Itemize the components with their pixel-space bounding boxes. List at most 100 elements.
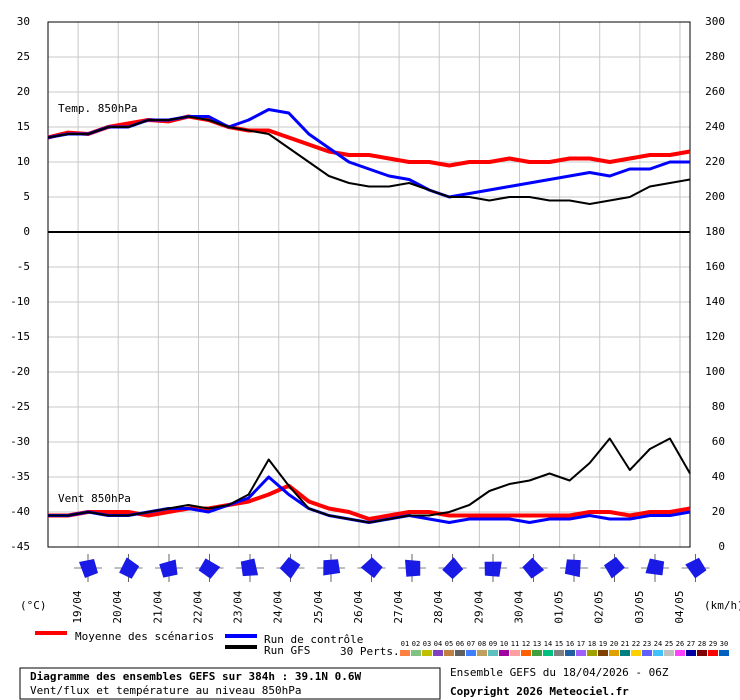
perturbation-swatch bbox=[422, 650, 432, 656]
x-tick-label: 27/04 bbox=[392, 590, 405, 623]
y-tick-label: -5 bbox=[17, 260, 30, 273]
perturbation-label: 24 bbox=[654, 640, 662, 648]
y2-tick-label: 300 bbox=[705, 15, 725, 28]
perturbation-label: 09 bbox=[489, 640, 497, 648]
run-info: Ensemble GEFS du 18/04/2026 - 06Z bbox=[450, 666, 669, 679]
perturbation-label: 03 bbox=[423, 640, 431, 648]
y2-tick-label: 200 bbox=[705, 190, 725, 203]
perturbation-swatch bbox=[598, 650, 608, 656]
perturbation-label: 04 bbox=[434, 640, 442, 648]
perturbation-swatch bbox=[653, 650, 663, 656]
y2-tick-label: 20 bbox=[712, 505, 725, 518]
x-tick-label: 01/05 bbox=[553, 590, 566, 623]
perturbation-label: 07 bbox=[467, 640, 475, 648]
wind-rose bbox=[564, 559, 581, 578]
y2-tick-label: 80 bbox=[712, 400, 725, 413]
x-tick-label: 21/04 bbox=[151, 590, 164, 623]
wind-rose bbox=[685, 557, 707, 579]
perturbation-label: 13 bbox=[533, 640, 541, 648]
series-line bbox=[48, 437, 691, 524]
perturbation-label: 08 bbox=[478, 640, 486, 648]
y2-tick-label: 40 bbox=[712, 470, 725, 483]
perturbation-label: 06 bbox=[456, 640, 464, 648]
footer-title: Diagramme des ensembles GEFS sur 384h : … bbox=[30, 670, 362, 683]
perturbation-swatch bbox=[697, 650, 707, 656]
wind-rose bbox=[79, 559, 98, 578]
y-tick-label: -45 bbox=[10, 540, 30, 553]
x-tick-label: 04/05 bbox=[673, 590, 686, 623]
perturbation-label: 02 bbox=[412, 640, 420, 648]
perturbation-swatch bbox=[620, 650, 630, 656]
perturbation-swatch bbox=[477, 650, 487, 656]
perturbation-swatch bbox=[565, 650, 575, 656]
x-tick-label: 19/04 bbox=[71, 590, 84, 623]
perturbation-swatch bbox=[488, 650, 498, 656]
y2-tick-label: 160 bbox=[705, 260, 725, 273]
y2-unit: (km/h) bbox=[704, 599, 740, 612]
perturbation-label: 30 bbox=[720, 640, 728, 648]
y-tick-label: -20 bbox=[10, 365, 30, 378]
wind-rose bbox=[360, 557, 383, 579]
y-tick-label: -35 bbox=[10, 470, 30, 483]
series-line bbox=[47, 115, 691, 205]
perturbation-swatch bbox=[609, 650, 619, 656]
perturbation-label: 19 bbox=[599, 640, 607, 648]
perturbation-label: 23 bbox=[643, 640, 651, 648]
y-tick-label: -25 bbox=[10, 400, 30, 413]
perturbation-label: 10 bbox=[500, 640, 508, 648]
wind-rose bbox=[159, 559, 178, 578]
perturbation-swatch bbox=[400, 650, 410, 656]
y-tick-label: 20 bbox=[17, 85, 30, 98]
perturbation-label: 01 bbox=[401, 640, 409, 648]
perturbation-label: 26 bbox=[676, 640, 684, 648]
footer-subtitle: Vent/flux et température au niveau 850hP… bbox=[30, 684, 302, 697]
perturbation-label: 28 bbox=[698, 640, 706, 648]
perturbation-swatch bbox=[521, 650, 531, 656]
perturbation-label: 15 bbox=[555, 640, 563, 648]
y2-tick-label: 140 bbox=[705, 295, 725, 308]
y-tick-label: 15 bbox=[17, 120, 30, 133]
x-tick-label: 22/04 bbox=[191, 590, 204, 623]
plot-border bbox=[47, 21, 691, 548]
perturbation-swatch bbox=[466, 650, 476, 656]
perturbation-label: 16 bbox=[566, 640, 574, 648]
perturbation-label: 11 bbox=[511, 640, 519, 648]
wind-rose bbox=[279, 556, 301, 579]
y2-tick-label: 260 bbox=[705, 85, 725, 98]
perturbation-swatch bbox=[411, 650, 421, 656]
perturbation-swatch bbox=[631, 650, 641, 656]
perturbation-label: 25 bbox=[665, 640, 673, 648]
y-tick-label: -30 bbox=[10, 435, 30, 448]
y2-tick-label: 280 bbox=[705, 50, 725, 63]
wind-rose bbox=[198, 558, 221, 579]
x-tick-label: 23/04 bbox=[232, 590, 245, 623]
perturbation-label: 18 bbox=[588, 640, 596, 648]
wind-rose bbox=[240, 558, 259, 577]
wind-rose bbox=[645, 558, 665, 576]
y-tick-label: 30 bbox=[17, 15, 30, 28]
legend-label: Moyenne des scénarios bbox=[75, 630, 214, 643]
x-tick-label: 24/04 bbox=[272, 590, 285, 623]
perturbation-swatch bbox=[554, 650, 564, 656]
x-tick-label: 29/04 bbox=[472, 590, 485, 623]
perturbation-swatch bbox=[576, 650, 586, 656]
footer-box bbox=[19, 667, 441, 700]
y-tick-label: -15 bbox=[10, 330, 30, 343]
perturbation-swatch bbox=[499, 650, 509, 656]
y2-tick-label: 180 bbox=[705, 225, 725, 238]
perturbation-label: 05 bbox=[445, 640, 453, 648]
y-tick-label: 5 bbox=[23, 190, 30, 203]
y-tick-label: 0 bbox=[23, 225, 30, 238]
wind-rose bbox=[119, 557, 140, 579]
x-tick-label: 20/04 bbox=[111, 590, 124, 623]
y2-tick-label: 120 bbox=[705, 330, 725, 343]
legend-label: Run GFS bbox=[264, 644, 310, 657]
legend-label: Run de contrôle bbox=[264, 633, 363, 646]
series-line bbox=[48, 483, 691, 521]
wind-label: Vent 850hPa bbox=[58, 492, 131, 505]
x-tick-label: 30/04 bbox=[512, 590, 525, 623]
y2-tick-label: 60 bbox=[712, 435, 725, 448]
perturbation-swatch bbox=[675, 650, 685, 656]
perturbation-swatch bbox=[433, 650, 443, 656]
wind-rose bbox=[484, 561, 502, 577]
